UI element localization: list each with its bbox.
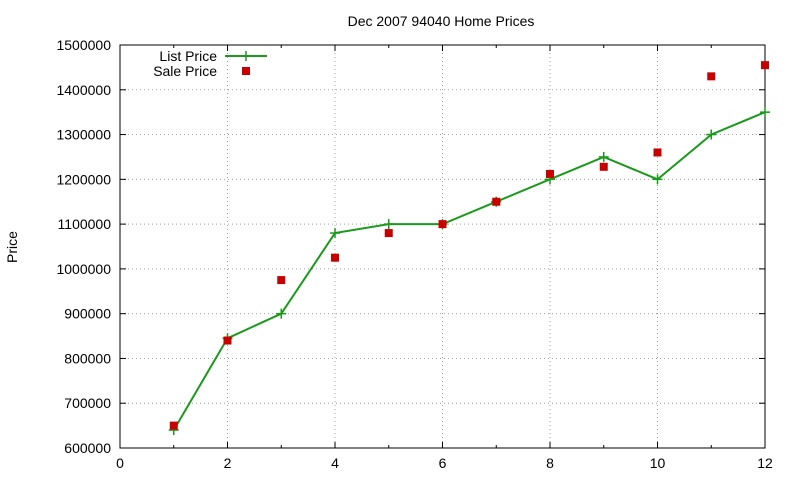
sale-price-point — [599, 162, 608, 171]
sale-price-point — [384, 229, 393, 238]
x-tick-label: 4 — [331, 455, 339, 471]
sale-price-point — [331, 253, 339, 262]
sale-price-point — [438, 220, 447, 229]
list-price-point — [598, 151, 609, 162]
sale-price-point — [223, 336, 232, 345]
sale-price-point — [169, 421, 178, 430]
y-tick-label: 600000 — [64, 440, 111, 456]
legend-swatch-list-price-marker — [241, 51, 251, 61]
y-tick-label: 800000 — [64, 350, 111, 366]
x-tick-label: 12 — [757, 455, 773, 471]
sale-price-point — [492, 197, 501, 206]
axis-ticks: 0 2 4 6 8 10 12 600000 700000 800000 900000 1000000… — [56, 37, 773, 471]
y-tick-label: 1400000 — [56, 82, 111, 98]
sale-price-point — [707, 72, 716, 81]
y-tick-label: 1200000 — [56, 171, 111, 187]
chart-title: Dec 2007 94040 Home Prices — [348, 13, 535, 29]
legend: List Price Sale Price — [153, 48, 267, 79]
x-tick-label: 0 — [116, 455, 124, 471]
y-tick-label: 700000 — [64, 395, 111, 411]
series-layer — [168, 61, 770, 436]
sale-price-point — [546, 169, 554, 178]
sale-price-point — [761, 61, 769, 70]
y-tick-label: 1100000 — [58, 216, 112, 232]
x-tick-label: 10 — [650, 455, 666, 471]
y-tick-label: 1000000 — [56, 261, 111, 277]
y-tick-label: 900000 — [64, 306, 111, 322]
legend-label-sale-price: Sale Price — [153, 63, 217, 79]
list-price-point — [276, 308, 287, 319]
x-tick-label: 2 — [224, 455, 232, 471]
y-tick-label: 1500000 — [56, 37, 111, 53]
legend-swatch-sale-price — [242, 67, 250, 75]
sale-price-point — [277, 276, 286, 285]
list-price-point — [706, 129, 717, 140]
x-tick-label: 6 — [439, 455, 447, 471]
legend-label-list-price: List Price — [159, 48, 217, 64]
list-price-point — [383, 219, 394, 230]
y-axis-label: Price — [4, 231, 20, 263]
x-tick-label: 8 — [546, 455, 554, 471]
list-price-point — [330, 228, 340, 239]
list-price-point — [760, 107, 770, 118]
sale-price-point — [653, 148, 662, 157]
list-price-line — [172, 111, 766, 431]
list-price-point — [652, 174, 663, 185]
y-tick-label: 1300000 — [56, 127, 111, 143]
grid-lines — [120, 45, 765, 448]
